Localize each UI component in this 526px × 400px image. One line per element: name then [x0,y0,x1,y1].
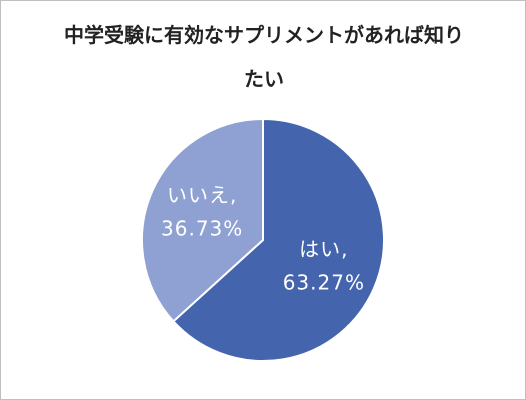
chart-title: 中学受験に有効なサプリメントがあれば知りたい [64,23,464,91]
pie-slice [171,117,385,362]
label-separator: , [341,236,348,260]
pie-slice [141,117,264,323]
value-label: 63.27% [283,270,365,294]
slice-label: いいえ, [167,183,237,207]
category-label: いいえ [167,183,230,207]
category-label: はい [299,236,341,260]
slice-label: はい, [299,236,348,260]
value-label: 36.73% [161,217,243,241]
label-separator: , [230,183,237,207]
